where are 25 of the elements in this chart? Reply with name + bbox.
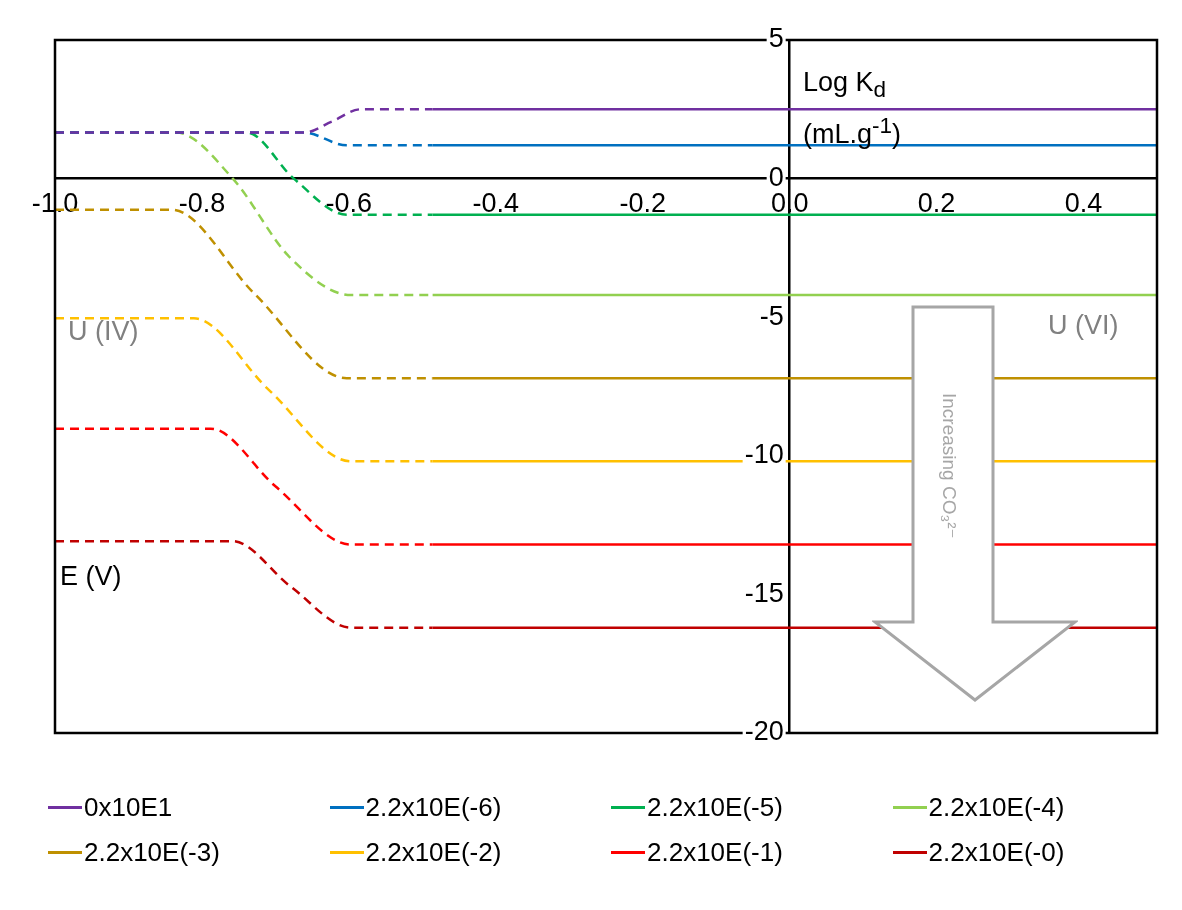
- legend-label: 2.2x10E(-2): [365, 837, 502, 868]
- y-tick-label: -20: [744, 716, 784, 747]
- y-tick-label: 5: [768, 23, 784, 54]
- legend-label: 2.2x10E(-5): [647, 792, 783, 823]
- x-tick-label: 0.2: [917, 188, 956, 219]
- legend-label: 2.2x10E(-6): [365, 792, 502, 823]
- annotation: U (VI): [1048, 310, 1119, 341]
- x-tick-label: -0.2: [619, 188, 666, 219]
- annotation: Increasing CO₃²⁻: [938, 393, 960, 539]
- y-tick-label: -5: [759, 300, 784, 331]
- x-tick-label: -0.8: [178, 188, 226, 219]
- x-tick-label: 0.4: [1064, 188, 1103, 219]
- legend-label: 2.2x10E(-1): [647, 837, 783, 868]
- y-tick-label: -10: [744, 439, 784, 470]
- x-tick-label: -0.4: [472, 188, 520, 219]
- annotation: U (IV): [68, 316, 139, 347]
- y-axis-title: Log K$_{d}$ (mL.g$^{-1}$): [803, 66, 903, 152]
- x-tick-label: -0.6: [325, 188, 373, 219]
- y-tick-label: -15: [744, 577, 784, 608]
- legend-label: 2.2x10E(-3): [84, 837, 220, 868]
- legend-label: 2.2x10E(-0): [928, 837, 1065, 868]
- legend-label: 0x10E1: [84, 792, 173, 823]
- x-axis-title: E (V): [60, 561, 122, 592]
- legend-label: 2.2x10E(-4): [928, 792, 1065, 823]
- y-tick-label: 0: [768, 162, 784, 193]
